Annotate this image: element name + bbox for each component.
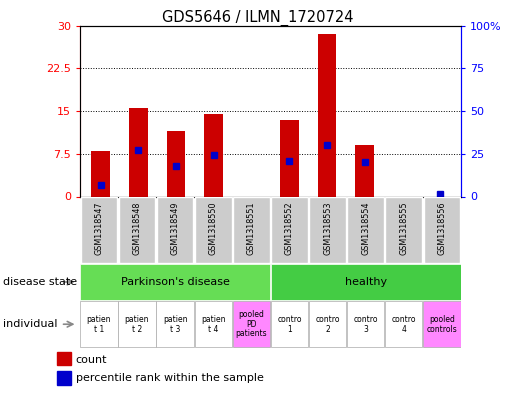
Text: pooled
controls: pooled controls: [426, 315, 457, 334]
Text: disease state: disease state: [3, 277, 77, 287]
Text: healthy: healthy: [345, 277, 387, 287]
Bar: [80, 301, 117, 347]
Bar: [271, 197, 308, 263]
Bar: [195, 301, 232, 347]
Bar: [271, 301, 308, 347]
Bar: [204, 114, 223, 196]
Bar: [347, 301, 384, 347]
Text: patien
t 4: patien t 4: [201, 315, 226, 334]
Bar: [129, 108, 148, 196]
Bar: [271, 264, 460, 300]
Bar: [157, 197, 194, 263]
Text: contro
3: contro 3: [353, 315, 378, 334]
Text: GSM1318554: GSM1318554: [361, 202, 370, 255]
Text: patien
t 2: patien t 2: [125, 315, 149, 334]
Bar: [347, 197, 384, 263]
Bar: [355, 145, 374, 196]
Bar: [80, 264, 270, 300]
Text: contro
2: contro 2: [315, 315, 340, 334]
Bar: [233, 301, 270, 347]
Bar: [318, 34, 336, 197]
Text: GSM1318550: GSM1318550: [209, 202, 218, 255]
Text: count: count: [76, 354, 107, 365]
Bar: [57, 371, 71, 385]
Bar: [157, 301, 194, 347]
Text: GSM1318552: GSM1318552: [285, 202, 294, 255]
Text: contro
4: contro 4: [391, 315, 416, 334]
Text: patien
t 3: patien t 3: [163, 315, 187, 334]
Text: GSM1318548: GSM1318548: [132, 202, 142, 255]
Text: GSM1318556: GSM1318556: [437, 202, 447, 255]
Bar: [167, 131, 185, 196]
Bar: [233, 197, 270, 263]
Text: pooled
PD
patients: pooled PD patients: [235, 310, 267, 338]
Bar: [80, 197, 117, 263]
Bar: [91, 151, 110, 196]
Text: contro
1: contro 1: [277, 315, 302, 334]
Text: GSM1318553: GSM1318553: [323, 202, 332, 255]
Bar: [118, 301, 156, 347]
Text: patien
t 1: patien t 1: [87, 315, 111, 334]
Text: GSM1318547: GSM1318547: [94, 202, 104, 255]
Text: GSM1318551: GSM1318551: [247, 202, 256, 255]
Bar: [280, 119, 299, 196]
Bar: [118, 197, 156, 263]
Bar: [57, 352, 71, 365]
Bar: [385, 301, 422, 347]
Text: Parkinson's disease: Parkinson's disease: [121, 277, 230, 287]
Bar: [385, 197, 422, 263]
Bar: [423, 197, 460, 263]
Text: percentile rank within the sample: percentile rank within the sample: [76, 373, 264, 384]
Bar: [309, 197, 346, 263]
Text: GDS5646 / ILMN_1720724: GDS5646 / ILMN_1720724: [162, 10, 353, 26]
Text: individual: individual: [3, 319, 57, 329]
Bar: [195, 197, 232, 263]
Bar: [309, 301, 346, 347]
Text: GSM1318555: GSM1318555: [399, 202, 408, 255]
Text: GSM1318549: GSM1318549: [170, 202, 180, 255]
Bar: [423, 301, 460, 347]
